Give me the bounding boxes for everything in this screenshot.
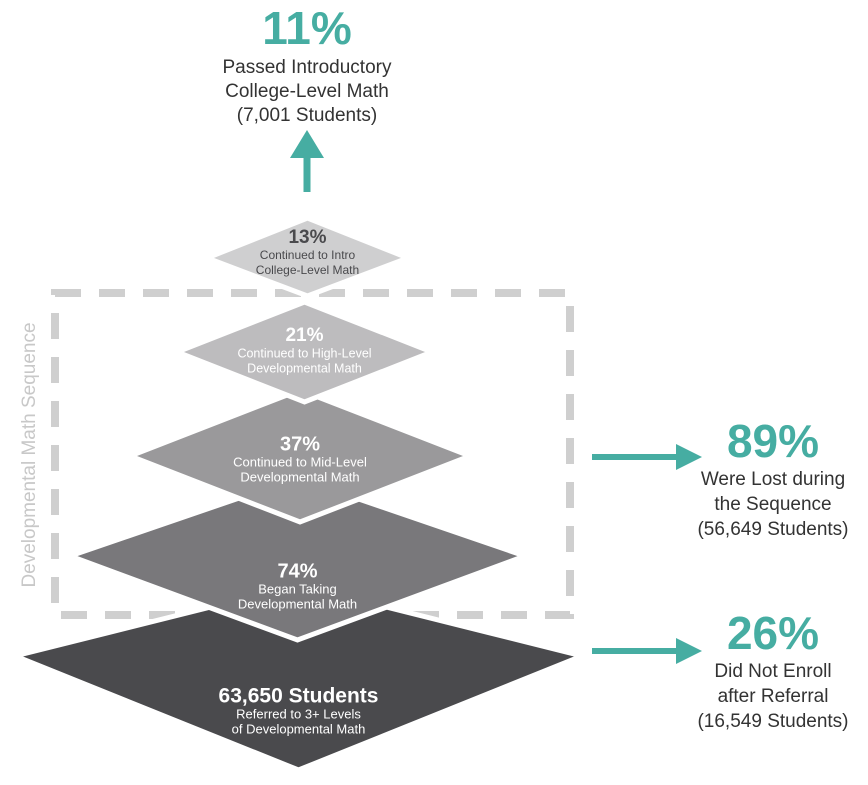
layer-percent: 21% [285, 325, 323, 346]
callout-label: Did Not Enroll [714, 661, 831, 682]
layer-label: Continued to High-Level [237, 346, 371, 360]
callout-label: the Sequence [714, 494, 831, 515]
layer-label: Developmental Math [240, 469, 359, 484]
outcome-label: Passed Introductory [223, 57, 392, 78]
layer-label: Continued to Mid-Level [233, 454, 367, 469]
layer-label: College-Level Math [256, 263, 359, 277]
callout-label: (16,549 Students) [697, 711, 848, 732]
layer-diamond [6, 582, 591, 773]
layer-label: Began Taking [258, 581, 337, 596]
outcome-percent: 11% [262, 2, 352, 54]
layer-label: Referred to 3+ Levels [236, 706, 361, 721]
layer-label: Developmental Math [238, 596, 357, 611]
layer-diamond [123, 387, 477, 525]
layer-diamond [62, 475, 533, 643]
layer-label: Continued to Intro [260, 248, 356, 262]
outcome-label: (7,001 Students) [237, 105, 377, 126]
layer-diamond [170, 299, 439, 405]
callout-label: after Referral [718, 686, 829, 707]
layer-percent: 37% [280, 433, 320, 455]
callout-label: (56,649 Students) [697, 519, 848, 540]
layer-percent: 63,650 Students [219, 685, 379, 708]
layer-percent: 13% [288, 227, 326, 248]
callout-label: Were Lost during [701, 469, 845, 490]
pyramid [6, 215, 591, 773]
callout-percent: 89% [727, 415, 819, 467]
sequence-label: Developmental Math Sequence [19, 322, 40, 587]
layer-diamond [200, 215, 415, 299]
callout-percent: 26% [727, 607, 819, 659]
arrows [290, 130, 702, 664]
layer-label: of Developmental Math [232, 721, 366, 736]
layer-percent: 74% [277, 560, 317, 582]
layer-label: Developmental Math [247, 361, 362, 375]
sequence-box [51, 289, 574, 619]
outcome-label: College-Level Math [225, 81, 389, 102]
